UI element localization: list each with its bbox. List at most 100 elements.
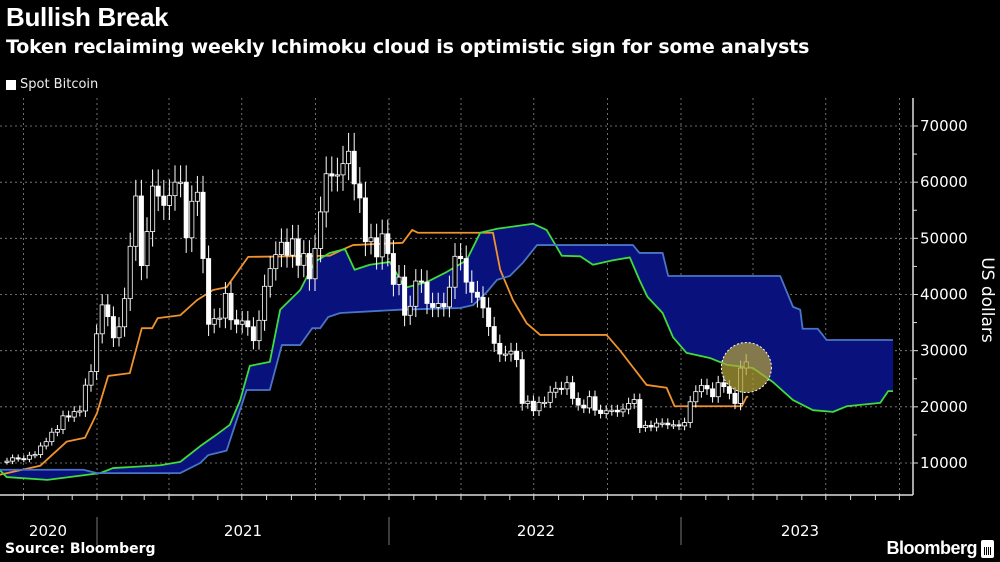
candle-body <box>570 382 576 399</box>
candle-body <box>15 457 21 460</box>
candle-body <box>514 350 520 361</box>
candle-body <box>603 410 609 414</box>
candle-body <box>306 253 312 280</box>
candle-body <box>43 441 49 447</box>
candle-body <box>687 401 693 423</box>
candle-body <box>598 409 604 414</box>
y-tick-label: 50000 <box>920 229 968 247</box>
candle-body <box>217 317 223 320</box>
candle-body <box>564 382 570 390</box>
candle-body <box>144 231 150 267</box>
candle-body <box>133 195 139 247</box>
candle-body <box>542 401 548 404</box>
candle-body <box>721 382 727 388</box>
candle-body <box>413 280 419 307</box>
candle-body <box>441 303 447 308</box>
highlight-circle-group <box>720 342 772 394</box>
candle-body <box>318 211 324 249</box>
candle-body <box>704 385 710 390</box>
chart-subtitle: Token reclaiming weekly Ichimoku cloud i… <box>6 36 810 58</box>
y-tick-label: 60000 <box>920 173 968 191</box>
bloomberg-logo: Bloomberg <box>886 538 994 559</box>
candle-body <box>469 281 475 293</box>
candle-body <box>446 286 452 308</box>
y-tick-label: 20000 <box>920 398 968 416</box>
candle-body <box>502 353 508 356</box>
candle-body <box>211 318 217 325</box>
candle-body <box>4 460 10 463</box>
candle-body <box>49 431 55 443</box>
candle-body <box>474 291 480 298</box>
y-tick-label: 10000 <box>920 454 968 472</box>
candle-body <box>402 276 408 316</box>
candle-body <box>726 386 732 394</box>
candle-body <box>329 173 335 177</box>
candle-body <box>581 404 587 409</box>
cloud-area <box>0 223 893 480</box>
logo-text: Bloomberg <box>886 538 977 558</box>
candle-body <box>362 197 368 243</box>
highlight-circle <box>720 342 772 394</box>
candle-body <box>553 387 559 393</box>
candle-body <box>631 399 637 404</box>
candle-body <box>525 400 531 404</box>
candle-body <box>452 255 458 288</box>
candle-body <box>234 319 240 325</box>
candle-body <box>710 388 716 398</box>
candle-body <box>642 424 648 429</box>
candle-body <box>267 268 273 287</box>
candle-body <box>665 422 671 426</box>
candle-body <box>385 233 391 254</box>
candle-body <box>497 342 503 355</box>
candle-body <box>278 241 284 256</box>
candle-body <box>620 408 626 413</box>
candle-body <box>430 303 436 308</box>
candle-body <box>284 241 290 256</box>
candle-body <box>659 422 665 425</box>
candle-body <box>200 191 206 259</box>
candle-body <box>654 422 660 428</box>
candle-body <box>626 403 632 410</box>
candle-body <box>245 320 251 328</box>
candle-body <box>206 258 212 325</box>
candle-body <box>530 400 536 412</box>
y-axis-title: US dollars <box>977 257 997 343</box>
orange-line <box>0 229 749 476</box>
candle-body <box>301 253 307 266</box>
candle-body <box>480 296 486 309</box>
candle-body <box>194 191 200 202</box>
legend-label-spot-bitcoin: Spot Bitcoin <box>20 77 99 92</box>
candle-body <box>77 410 83 413</box>
candle-body <box>323 173 329 213</box>
candle-body <box>463 258 469 283</box>
candles <box>4 132 749 465</box>
candle-body <box>536 401 542 412</box>
candle-body <box>54 429 60 433</box>
x-tick-label: 2022 <box>517 522 555 540</box>
candle-body <box>105 304 111 317</box>
candle-body <box>228 292 234 321</box>
candle-body <box>698 385 704 393</box>
candle-body <box>161 195 167 206</box>
candle-body <box>222 292 228 319</box>
y-tick-label: 70000 <box>920 117 968 135</box>
candle-body <box>424 281 430 304</box>
candle-body <box>60 415 66 430</box>
x-tick-label: 2023 <box>781 522 819 540</box>
candle-body <box>547 391 553 403</box>
candle-body <box>239 320 245 325</box>
candle-body <box>575 398 581 406</box>
candle-body <box>682 422 688 427</box>
candle-body <box>290 238 296 256</box>
candle-body <box>670 424 676 427</box>
candle-body <box>519 359 525 404</box>
candle-body <box>390 253 396 285</box>
candle-body <box>558 387 564 390</box>
x-tick-label: 2020 <box>29 522 67 540</box>
candle-body <box>94 333 100 373</box>
y-tick-label: 40000 <box>920 286 968 304</box>
candle-body <box>127 245 133 300</box>
candle-body <box>346 150 352 165</box>
candle-body <box>21 458 27 461</box>
candle-body <box>586 396 592 409</box>
